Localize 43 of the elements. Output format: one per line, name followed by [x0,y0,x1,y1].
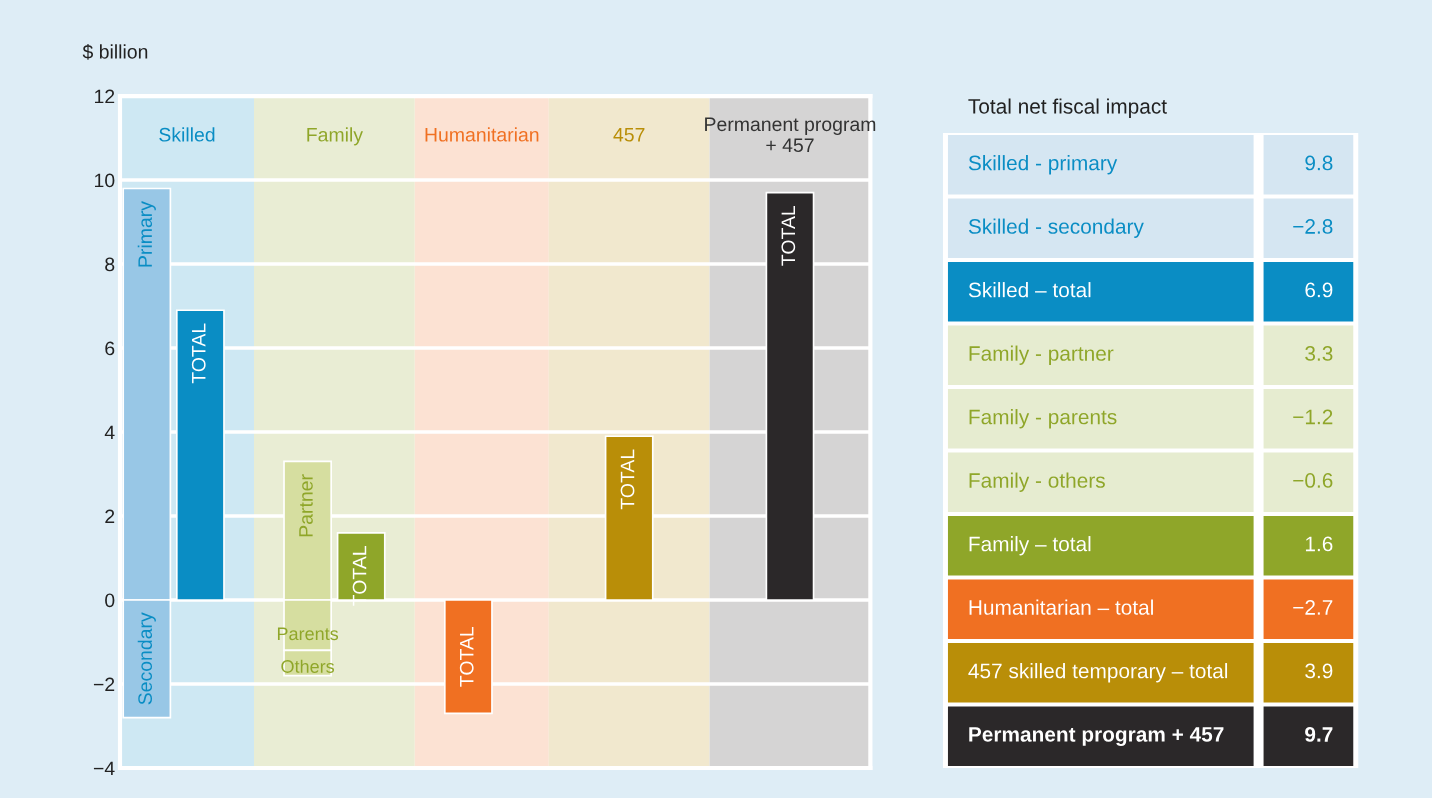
data-label: 3.9 [1305,663,1333,679]
category-label: Family - parents [969,409,1117,429]
data-label: TOTAL [459,626,474,687]
y-axis-title: $ billion [82,44,148,60]
data-label: −2.8 [1293,219,1333,234]
data-label: 9.7 [1305,727,1333,742]
annotation: Humanitarian [425,127,539,142]
data-label: −1.2 [1293,409,1333,425]
y-tick-label: −2 [93,677,115,692]
category-label: Humanitarian – total [969,599,1153,615]
category-label: Permanent program + 457 [969,727,1224,746]
data-label: −2.7 [1293,600,1333,615]
y-tick-label: 8 [105,257,115,272]
text: Total net fiscal impact [968,98,1167,118]
y-tick-label: 2 [105,509,115,524]
data-label: 6.9 [1305,282,1333,298]
category-label: 457 skilled temporary – total [968,663,1228,683]
data-label: 3.3 [1305,346,1333,361]
annotation: Permanent program + 457 [705,117,876,153]
y-tick-label: 10 [95,173,115,188]
data-label: TOTAL [191,323,206,384]
category-label: Skilled - secondary [968,218,1144,238]
annotation: 457 [613,128,645,142]
y-tick-label: 0 [105,593,115,608]
data-label: Secondary [137,612,156,705]
y-tick-label: −4 [93,761,115,776]
annotation: Family [307,127,363,146]
category-label: Skilled – total [968,282,1091,298]
data-label: −0.6 [1293,473,1333,488]
category-label: Family – total [969,536,1091,556]
category-label: Family - partner [969,345,1114,365]
y-tick-label: 4 [104,425,115,440]
y-tick-label: 6 [105,341,115,356]
y-tick-label: 12 [95,89,115,104]
data-label: Partner [299,474,313,537]
category-label: Skilled - primary [968,155,1118,175]
data-label: 9.8 [1305,155,1333,171]
data-label: Primary [137,201,156,267]
annotation: Skilled [159,127,215,142]
category-label: Family - others [969,472,1105,492]
data-label: TOTAL [620,449,635,510]
data-label: TOTAL [781,205,796,266]
data-label: 1.6 [1305,536,1333,552]
